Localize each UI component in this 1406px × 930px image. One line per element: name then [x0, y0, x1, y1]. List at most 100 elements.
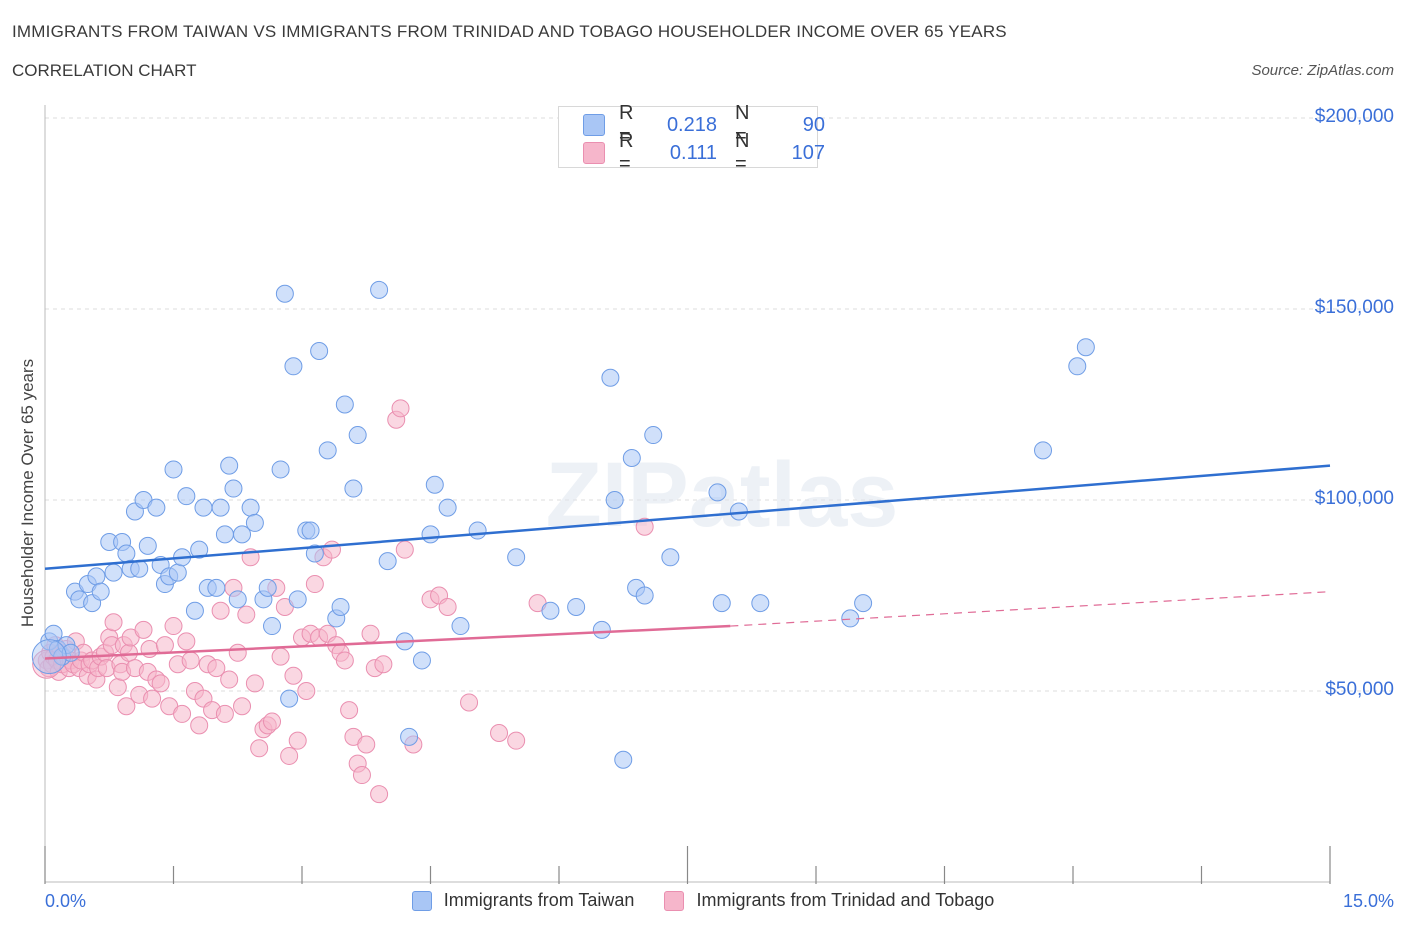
- trinidad-point: [245, 674, 264, 693]
- trinidad-point: [271, 647, 290, 666]
- trinidad-trend-extension: [730, 591, 1331, 627]
- taiwan-point: [138, 536, 157, 555]
- axes: [44, 105, 1331, 884]
- taiwan-point: [220, 456, 239, 475]
- taiwan-point: [1034, 441, 1053, 460]
- taiwan-point: [318, 441, 337, 460]
- legend-row-taiwan: R = 0.218 N = 90: [583, 102, 825, 147]
- taiwan-swatch: [583, 114, 605, 136]
- y-tick-label: $100,000: [1314, 488, 1394, 509]
- taiwan-point: [284, 357, 303, 376]
- taiwan-point: [164, 460, 183, 479]
- taiwan-point: [168, 563, 187, 582]
- taiwan-point: [190, 540, 209, 559]
- taiwan-point: [708, 483, 727, 502]
- legend-item-trinidad[interactable]: Immigrants from Trinidad and Tobago: [664, 890, 994, 911]
- taiwan-series: [31, 280, 1095, 769]
- taiwan-legend-swatch: [411, 890, 432, 911]
- trinidad-point: [374, 655, 393, 674]
- trinidad-point: [173, 704, 192, 723]
- taiwan-point: [177, 487, 196, 506]
- trinidad-point: [164, 617, 183, 636]
- taiwan-point: [425, 475, 444, 494]
- taiwan-point: [87, 567, 106, 586]
- trinidad-swatch: [583, 142, 605, 164]
- y-tick-label: $150,000: [1314, 297, 1394, 318]
- trinidad-point: [228, 643, 247, 662]
- r-value: 0.218: [666, 113, 717, 136]
- r-value: 0.111: [669, 141, 717, 164]
- taiwan-point: [622, 448, 641, 467]
- taiwan-point: [451, 617, 470, 636]
- taiwan-point: [331, 597, 350, 616]
- taiwan-point: [288, 590, 307, 609]
- taiwan-point: [335, 395, 354, 414]
- taiwan-point: [245, 513, 264, 532]
- x-tick-max: 15.0%: [1342, 891, 1394, 911]
- trinidad-point: [134, 620, 153, 639]
- taiwan-point: [601, 368, 620, 387]
- legend-item-taiwan[interactable]: Immigrants from Taiwan: [411, 890, 634, 911]
- taiwan-point: [147, 498, 166, 517]
- taiwan-point: [280, 689, 299, 708]
- trinidad-point: [391, 399, 410, 418]
- taiwan-point: [605, 491, 624, 509]
- taiwan-point: [635, 586, 654, 605]
- trinidad-legend-swatch: [664, 890, 685, 911]
- trinidad-point: [635, 517, 654, 536]
- trinidad-point: [395, 540, 414, 559]
- series-legend: Immigrants from Taiwan Immigrants from T…: [0, 890, 1406, 911]
- taiwan-point: [378, 552, 397, 571]
- trinidad-point: [108, 678, 127, 697]
- taiwan-point: [310, 342, 329, 361]
- taiwan-point: [614, 750, 633, 769]
- trinidad-point: [280, 746, 299, 765]
- taiwan-point: [1068, 357, 1087, 376]
- taiwan-point: [271, 460, 290, 479]
- n-value: 107: [791, 141, 825, 164]
- trinidad-point: [335, 651, 354, 670]
- y-tick-label: $200,000: [1314, 106, 1394, 127]
- trinidad-point: [288, 731, 307, 750]
- taiwan-point: [233, 525, 252, 544]
- taiwan-point: [507, 548, 526, 567]
- trinidad-point: [507, 731, 526, 750]
- taiwan-point: [301, 521, 320, 540]
- stats-legend: R = 0.218 N = 90 R = 0.111 N = 107: [558, 102, 825, 175]
- trinidad-point: [370, 785, 389, 804]
- taiwan-point: [91, 582, 110, 601]
- taiwan-point: [412, 651, 431, 670]
- taiwan-point: [207, 578, 226, 597]
- trinidad-point: [250, 739, 269, 758]
- taiwan-point: [400, 727, 419, 746]
- trinidad-point: [190, 716, 209, 735]
- trinidad-point: [460, 693, 479, 712]
- taiwan-point: [117, 544, 136, 563]
- legend-label-trinidad: Immigrants from Trinidad and Tobago: [696, 890, 995, 910]
- n-label: N =: [735, 130, 750, 175]
- trinidad-point: [340, 701, 359, 720]
- chart-title: IMMIGRANTS FROM TAIWAN VS IMMIGRANTS FRO…: [12, 22, 1007, 41]
- legend-row-trinidad: R = 0.111 N = 107: [583, 130, 825, 175]
- trinidad-point: [322, 540, 341, 559]
- taiwan-point: [541, 601, 560, 620]
- taiwan-point: [421, 525, 440, 544]
- trinidad-point: [181, 651, 200, 670]
- n-label: N =: [735, 102, 750, 147]
- trinidad-point: [177, 632, 196, 651]
- taiwan-point: [215, 525, 234, 544]
- r-label: R =: [619, 102, 634, 147]
- trinidad-point: [361, 624, 380, 643]
- taiwan-point: [751, 594, 770, 613]
- taiwan-point: [305, 544, 324, 563]
- taiwan-point: [258, 578, 277, 597]
- taiwan-point: [854, 594, 873, 613]
- trinidad-point: [237, 605, 256, 624]
- trinidad-point: [284, 666, 303, 685]
- taiwan-point: [592, 620, 611, 639]
- taiwan-point: [224, 479, 243, 498]
- trinidad-point: [104, 613, 123, 632]
- trinidad-point: [438, 597, 457, 616]
- taiwan-point: [644, 426, 663, 445]
